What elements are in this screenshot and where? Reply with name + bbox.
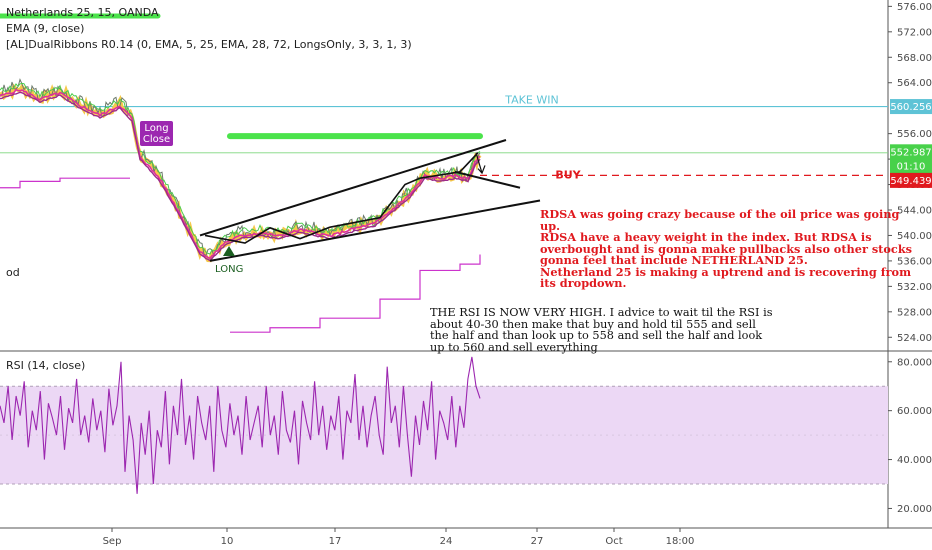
ema-line — [0, 88, 481, 260]
take-win-badge: 560.256 — [890, 102, 931, 113]
rsi-tick-label: 60.0000 — [897, 406, 932, 417]
last-price-badge: 552.987 — [890, 147, 931, 158]
ribbon-legend: [AL]DualRibbons R0.14 (0, EMA, 5, 25, EM… — [6, 38, 412, 51]
wave-line — [204, 152, 479, 244]
buy-badge: 549.439 — [890, 176, 931, 187]
rsi-tick-label: 80.0000 — [897, 357, 932, 368]
ribbon-slow — [0, 91, 481, 262]
rsi-band — [0, 385, 888, 485]
ema-line: EMA (9, close) — [6, 22, 85, 35]
time-tick-label: 18:00 — [666, 536, 695, 547]
price-tick-label: 528.0000 — [897, 307, 932, 318]
price-line — [0, 78, 481, 257]
rsi-tick-label: 40.0000 — [897, 455, 932, 466]
truncated-legend: od — [6, 266, 20, 279]
price-tick-label: 536.0000 — [897, 256, 932, 267]
long-label: LONG — [215, 264, 243, 275]
last-price-badge-bg — [890, 144, 932, 160]
horizontal-levels — [0, 105, 888, 177]
price-tick-label: 524.0000 — [897, 333, 932, 344]
channel-upper — [199, 139, 507, 237]
channel-lower — [209, 199, 541, 262]
price-tick-label: 576.0000 — [897, 2, 932, 13]
trend-lines — [199, 139, 541, 262]
time-tick-label: 17 — [329, 536, 342, 547]
long-arrow-icon — [223, 246, 235, 256]
buy-badge-bg — [890, 172, 932, 188]
take-win-label: TAKE WIN — [504, 94, 558, 107]
time-tick-label: 10 — [221, 536, 234, 547]
rsi-tick-label: 20.0000 — [897, 504, 932, 515]
symbol-legend: Netherlands 25, 15, OANDA — [6, 6, 159, 19]
long-close-box — [140, 121, 173, 146]
price-axes: 524.0000 528.0000 532.0000 536.0000 540.0000… — [103, 2, 932, 547]
rsi-series — [0, 356, 481, 494]
symbol-line: Netherlands 25, 15, OANDA — [6, 6, 159, 19]
price-tick-label: 564.0000 — [897, 78, 932, 89]
rsi-line — [0, 356, 481, 494]
price-tick-label: 540.0000 — [897, 231, 932, 242]
time-tick-label: Sep — [103, 536, 122, 547]
ema-legend: EMA (9, close) — [6, 22, 84, 35]
price-tick-label: 556.0000 — [897, 129, 932, 140]
buy-label: BUY — [555, 168, 581, 181]
analysis-note: RDSA was going crazy because of the oil … — [540, 207, 913, 290]
buy-projection — [454, 170, 521, 189]
price-series — [0, 78, 482, 333]
time-tick-label: 27 — [531, 536, 544, 547]
price-tick-label: 568.0000 — [897, 53, 932, 64]
price-tick-label: 572.0000 — [897, 27, 932, 38]
wave-arrow — [475, 152, 486, 175]
countdown-badge-bg — [890, 158, 932, 174]
countdown-badge: 01:10 — [897, 161, 926, 172]
ribbon-fill — [0, 83, 482, 263]
time-tick-label: Oct — [605, 536, 622, 547]
ribbon-green — [0, 82, 481, 255]
ribbon-line: [AL]DualRibbons R0.14 (0, EMA, 5, 25, EM… — [6, 38, 412, 51]
long-close-label: Long — [144, 123, 168, 134]
long-close-label: Close — [143, 134, 170, 145]
price-tick-label: 532.0000 — [897, 282, 932, 293]
rsi-legend: RSI (14, close) — [6, 359, 85, 372]
take-win-badge-bg — [890, 99, 932, 115]
stop-line — [0, 177, 481, 333]
truncated-text: od — [6, 266, 20, 279]
time-tick-label: 24 — [440, 536, 453, 547]
price-tick-label: 544.0000 — [897, 206, 932, 217]
rsi-title: RSI (14, close) — [6, 359, 86, 372]
rsi-advice-note: THE RSI IS NOW VERY HIGH. I advice to wa… — [430, 306, 773, 354]
